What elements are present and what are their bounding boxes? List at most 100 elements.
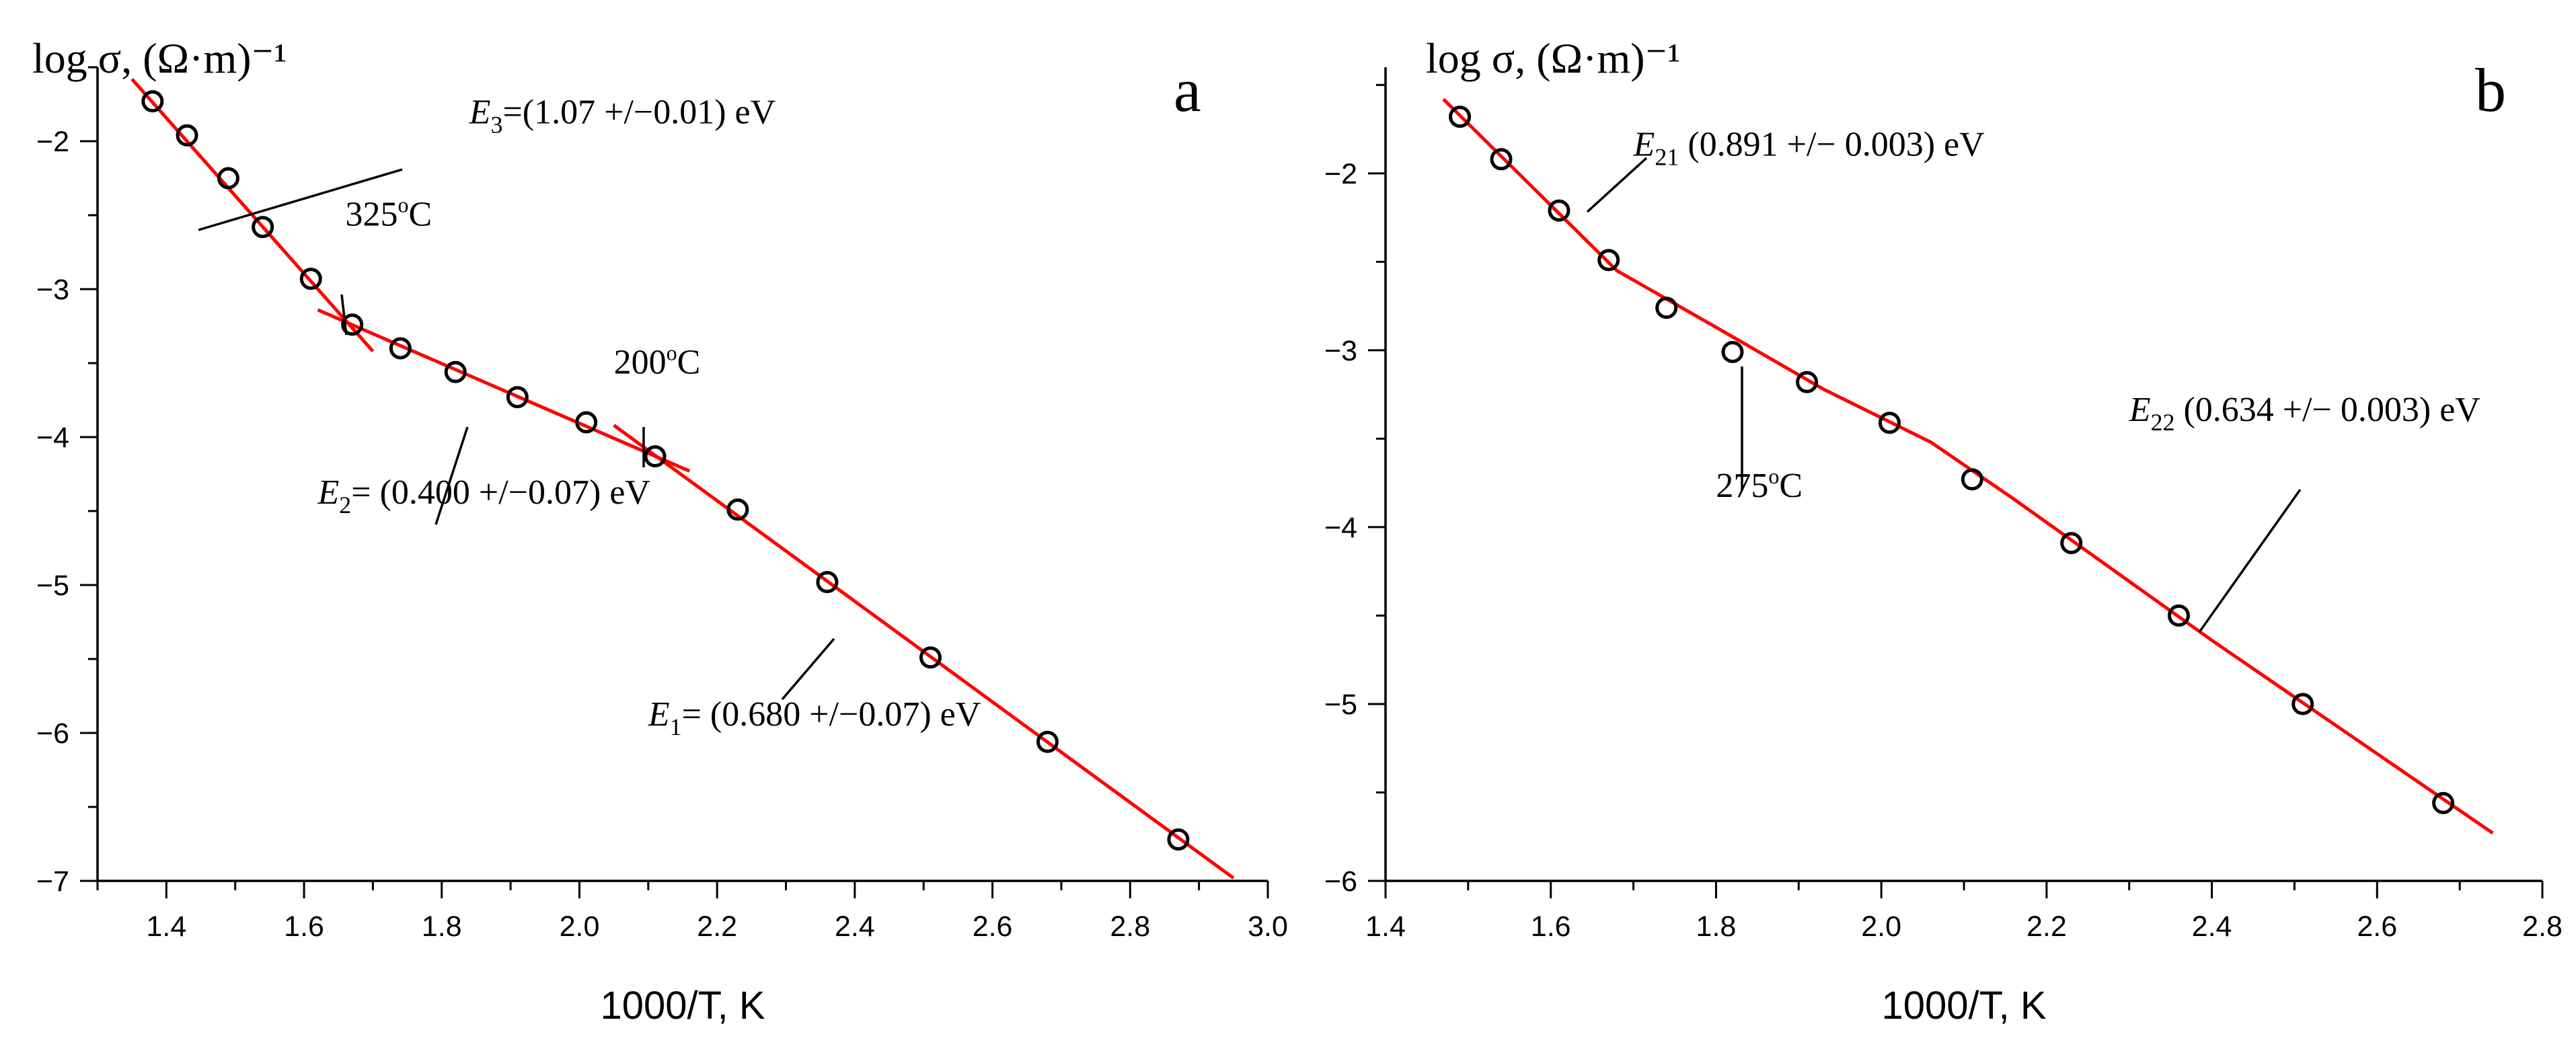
annotation-unit: C [677, 343, 701, 381]
annotation-subscript: 1 [670, 713, 682, 740]
annotation-value: (0.634 +/− 0.003) eV [2174, 391, 2480, 429]
data-point [2291, 693, 2314, 715]
data-point [1548, 199, 1570, 222]
x-tick-label: 1.8 [1696, 910, 1737, 943]
data-point [1721, 341, 1744, 363]
data-point [2432, 791, 2455, 814]
annotation-subscript: 21 [1655, 144, 1679, 171]
y-tick-label: −5 [1324, 689, 1357, 721]
data-point [1796, 371, 1819, 393]
annotation-superscript: o [1768, 464, 1779, 488]
x-tick-label: 2.6 [973, 910, 1013, 943]
data-point [919, 646, 942, 669]
annotation-subscript: 22 [2150, 409, 2174, 436]
leader-line-325C [340, 294, 348, 336]
x-tick-label: 2.4 [2192, 910, 2232, 943]
y-tick-label: −2 [36, 126, 69, 158]
annotation-E3: E3=(1.07 +/−0.01) eV [469, 93, 775, 139]
y-tick-label: −4 [1324, 512, 1357, 544]
annotation-subscript: 3 [490, 112, 502, 139]
data-point [1655, 297, 1678, 319]
data-point [816, 571, 839, 594]
panel-letter: a [1174, 56, 1201, 124]
leader-line-E21 [1586, 157, 1648, 213]
x-tick-label: 2.0 [1861, 910, 1901, 943]
y-tick-label: −5 [36, 570, 69, 602]
annotation-symbol: E [469, 93, 491, 132]
annotation-value: 325 [345, 195, 397, 233]
annotation-value: (0.891 +/− 0.003) eV [1679, 126, 1984, 164]
fit-line-E3 [130, 77, 375, 353]
annotation-value: 275 [1716, 467, 1768, 505]
x-tick-label: 2.0 [560, 910, 600, 943]
x-axis-title: 1000/T, K [1881, 984, 2046, 1027]
data-point [1878, 412, 1901, 434]
y-tick-label: −7 [36, 865, 69, 898]
data-point [1961, 468, 1983, 491]
data-point [1036, 730, 1059, 753]
x-tick-label: 2.4 [835, 910, 875, 943]
data-point [252, 216, 274, 239]
leader-line-E22 [2198, 488, 2302, 633]
y-tick-label: −6 [1324, 865, 1357, 898]
y-tick-label: −6 [36, 717, 69, 750]
annotation-symbol: E [2129, 391, 2151, 429]
x-tick-label: 1.8 [422, 910, 462, 943]
fit-line-E2 [317, 308, 691, 473]
data-point [341, 313, 364, 336]
chart-panel-a: 1.4 1.6 1.8 2.0 2.2 2.4 2.6 2.8 3.0 −2 −3 −4 −5 −6 −7 1… [32, 34, 1288, 1027]
data-point [726, 498, 749, 521]
data-point [141, 90, 164, 113]
fit-line-E21 [1442, 98, 2494, 835]
y-axis-title: log σ, (Ω·m)⁻¹ [32, 34, 287, 82]
x-tick-label: 2.2 [697, 910, 737, 943]
data-point [1449, 106, 1472, 128]
x-axis-title: 1000/T, K [600, 984, 765, 1027]
data-point [1597, 249, 1620, 272]
data-point [2167, 604, 2190, 627]
annotation-symbol: E [648, 695, 670, 734]
y-axis-title: log σ, (Ω·m)⁻¹ [1426, 34, 1681, 82]
annotation-325C: 325oC [345, 192, 432, 233]
annotation-200C: 200oC [614, 340, 701, 381]
annotation-E22: E22 (0.634 +/− 0.003) eV [2129, 391, 2480, 436]
annotation-275C: 275oC [1716, 464, 1803, 505]
annotation-value: =(1.07 +/−0.01) eV [502, 93, 775, 132]
leader-line-E1 [781, 637, 835, 701]
x-tick-label: 2.2 [2026, 910, 2067, 943]
data-point [1167, 828, 1190, 851]
x-tick-label: 1.6 [284, 910, 324, 943]
y-tick-label: −3 [36, 274, 69, 306]
annotation-value: = (0.400 +/−0.07) eV [351, 473, 650, 512]
annotation-superscript: o [667, 340, 677, 364]
y-tick-label: −4 [36, 422, 69, 454]
data-point [2060, 532, 2083, 555]
data-point [1490, 148, 1513, 171]
x-tick-label: 2.6 [2357, 910, 2397, 943]
annotation-value: = (0.680 +/−0.07) eV [682, 695, 981, 734]
x-tick-label: 2.8 [2522, 910, 2563, 943]
x-tick-label: 2.8 [1110, 910, 1150, 943]
data-point [444, 360, 467, 383]
annotation-unit: C [408, 195, 432, 233]
panel-letter: b [2475, 56, 2506, 124]
annotation-superscript: o [397, 192, 408, 217]
annotation-symbol: E [317, 473, 340, 512]
annotation-E2: E2= (0.400 +/−0.07) eV [317, 473, 650, 518]
annotation-symbol: E [1633, 126, 1655, 164]
annotation-value: 200 [614, 343, 667, 381]
data-point [217, 167, 239, 190]
x-tick-label: 3.0 [1248, 910, 1288, 943]
data-point [506, 386, 529, 409]
annotation-E1: E1= (0.680 +/−0.07) eV [648, 695, 981, 740]
data-point [644, 445, 667, 468]
chart-panel-b: 1.4 1.6 1.8 2.0 2.2 2.4 2.6 2.8 −2 −3 −4 −5 −6 1000/T… [1324, 34, 2563, 1027]
data-point [299, 268, 322, 290]
annotation-unit: C [1779, 467, 1803, 505]
x-tick-label: 1.6 [1531, 910, 1571, 943]
data-point [176, 124, 198, 147]
x-tick-label: 1.4 [146, 910, 186, 943]
annotation-subscript: 2 [339, 492, 351, 518]
y-tick-label: −2 [1324, 158, 1357, 190]
